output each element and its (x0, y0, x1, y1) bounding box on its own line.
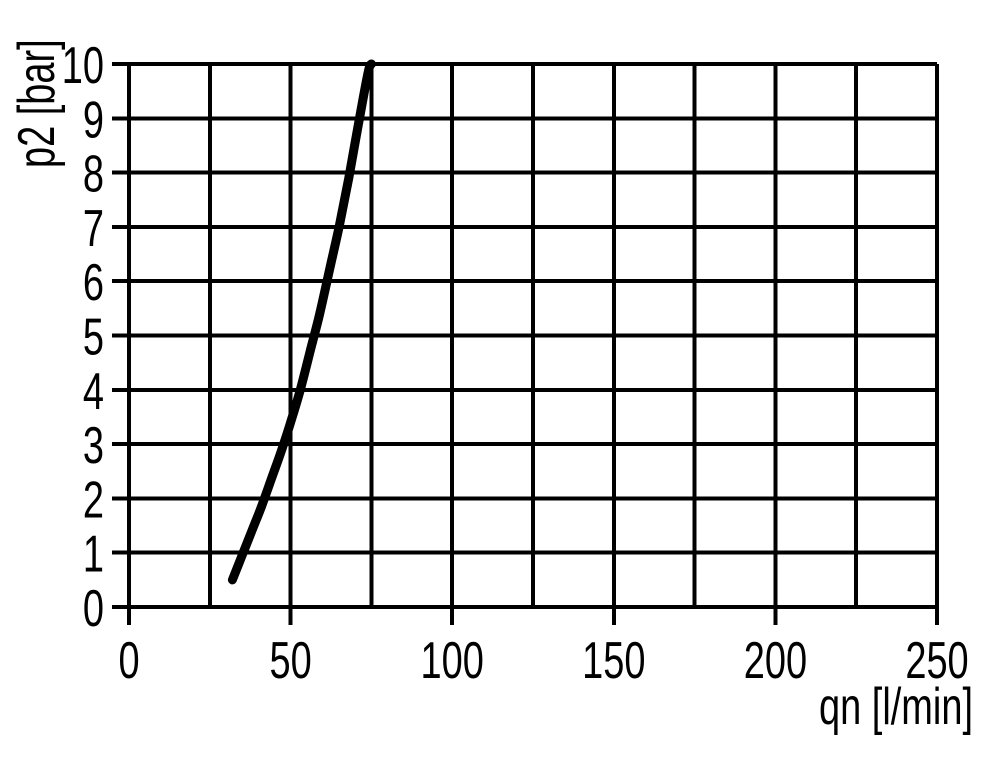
y-tick-label: 6 (83, 253, 104, 311)
y-tick-label: 9 (83, 90, 104, 148)
x-tick-label: 150 (582, 631, 645, 689)
grid-lines (112, 62, 939, 625)
y-tick-label: 4 (83, 362, 104, 420)
y-tick-label: 2 (83, 471, 104, 529)
x-tick-label: 200 (744, 631, 807, 689)
y-tick-label: 8 (83, 145, 104, 203)
pressure-drop-curve (227, 59, 376, 585)
x-tick-label: 100 (421, 631, 484, 689)
y-tick-label: 10 (62, 36, 104, 94)
x-axis-title: qn [l/min] (819, 677, 973, 735)
x-tick-label: 0 (118, 631, 139, 689)
y-tick-label: 0 (83, 579, 104, 637)
x-tick-label: 250 (905, 631, 968, 689)
y-tick-label: 1 (83, 525, 104, 583)
y-tick-label: 5 (83, 308, 104, 366)
y-tick-label: 7 (83, 199, 104, 257)
y-tick-label: 3 (83, 416, 104, 474)
y-axis-title: p2 [bar] (7, 39, 65, 168)
data-curve (227, 59, 376, 585)
x-tick-label: 50 (269, 631, 311, 689)
